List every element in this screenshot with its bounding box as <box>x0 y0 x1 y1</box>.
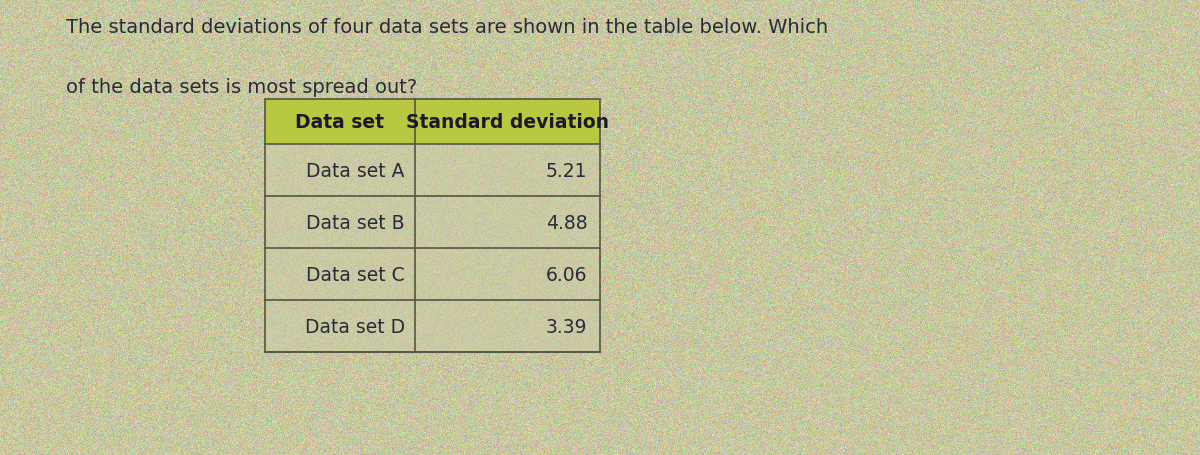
Bar <box>264 249 600 301</box>
Text: The standard deviations of four data sets are shown in the table below. Which: The standard deviations of four data set… <box>66 18 828 37</box>
Text: Data set A: Data set A <box>306 162 404 181</box>
Text: 4.88: 4.88 <box>546 213 588 233</box>
Bar <box>264 145 600 197</box>
Text: 6.06: 6.06 <box>546 265 588 284</box>
Bar <box>264 100 600 145</box>
Bar <box>264 197 600 249</box>
Bar <box>264 301 600 353</box>
Text: Data set: Data set <box>295 113 384 132</box>
Text: Standard deviation: Standard deviation <box>406 113 608 132</box>
Text: Data set C: Data set C <box>306 265 404 284</box>
Text: Data set D: Data set D <box>305 317 404 336</box>
Text: Data set B: Data set B <box>306 213 404 233</box>
Text: of the data sets is most spread out?: of the data sets is most spread out? <box>66 77 418 96</box>
Text: 5.21: 5.21 <box>546 162 588 181</box>
Bar <box>264 100 600 353</box>
Text: 3.39: 3.39 <box>546 317 588 336</box>
